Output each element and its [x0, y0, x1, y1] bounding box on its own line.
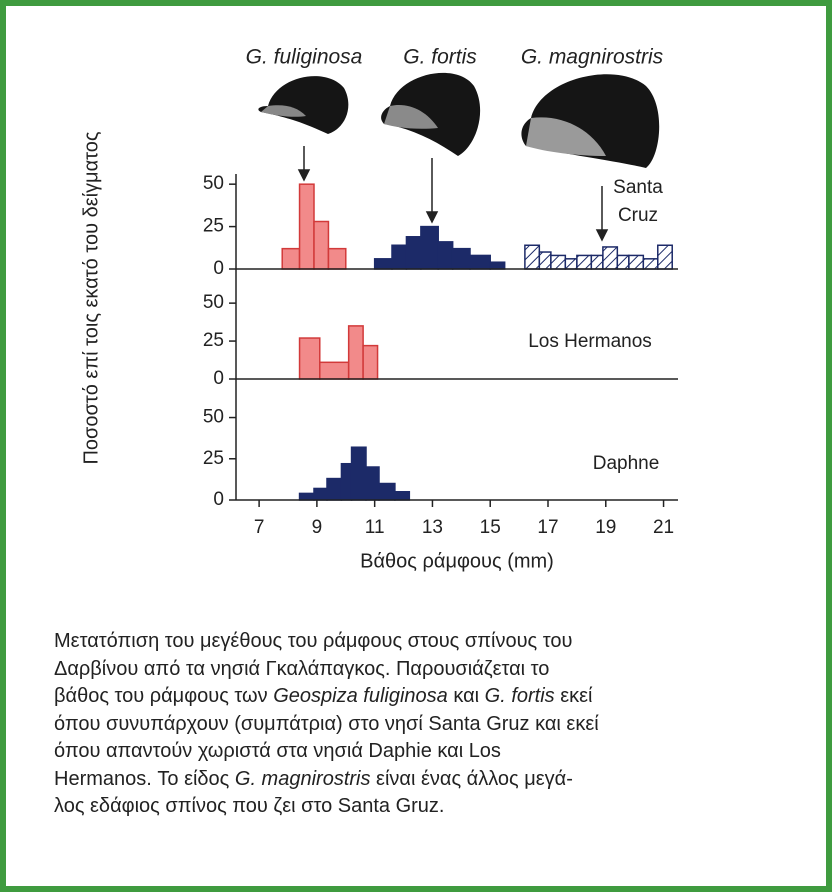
caption-text: Hermanos. Το είδος — [54, 768, 235, 790]
caption-text: Μετατόπιση του μεγέθους του ράμφους στου… — [54, 630, 572, 652]
caption-text: εκεί — [555, 685, 593, 707]
species-label: G. fortis — [403, 46, 477, 69]
bar — [341, 464, 351, 500]
bar — [395, 492, 409, 500]
caption-line: Hermanos. Το είδος G. magnirostris είναι… — [54, 766, 814, 794]
y-tick-label: 0 — [213, 368, 224, 389]
caption-line: βάθος του ράμφους των Geospiza fuliginos… — [54, 683, 814, 711]
y-tick-label: 25 — [203, 216, 224, 237]
x-tick-label: 7 — [254, 517, 265, 538]
caption-text: Δαρβίνου από τα νησιά Γκαλάπαγκος. Παρου… — [54, 658, 549, 680]
caption-line: όπου απαντούν χωριστά στα νησιά Daphie κ… — [54, 738, 814, 766]
y-tick-label: 50 — [203, 292, 224, 313]
caption-text: όπου απαντούν χωριστά στα νησιά Daphie κ… — [54, 740, 501, 762]
bar — [300, 338, 320, 379]
species-label: G. magnirostris — [521, 46, 664, 69]
arrows — [299, 146, 607, 240]
y-tick-label: 25 — [203, 330, 224, 351]
chart: 0 25 50 G. fuliginosa G. fortis G. magnirostr… — [6, 6, 826, 606]
bar — [551, 255, 565, 269]
bar — [643, 259, 657, 269]
bar — [375, 259, 392, 269]
bar — [379, 484, 395, 500]
panel-label: Los Hermanos — [528, 331, 652, 352]
bar — [300, 184, 314, 269]
bar — [300, 493, 314, 500]
bar — [282, 249, 299, 269]
caption-text: λος εδάφιος σπίνος που ζει στο Santa Gru… — [54, 795, 445, 817]
bar — [629, 255, 643, 269]
caption-line: Δαρβίνου από τα νησιά Γκαλάπαγκος. Παρου… — [54, 656, 814, 684]
bar — [438, 242, 452, 269]
bar — [406, 237, 420, 269]
caption-line: λος εδάφιος σπίνος που ζει στο Santa Gru… — [54, 793, 814, 821]
x-tick-label: 9 — [312, 517, 323, 538]
panel-label: Santa — [613, 177, 663, 198]
panel-label: Daphne — [593, 453, 660, 474]
x-tick-label: 19 — [595, 517, 616, 538]
bar — [658, 245, 672, 269]
bar — [603, 247, 617, 269]
species-label: G. fuliginosa — [246, 46, 363, 69]
bar — [392, 245, 406, 269]
caption-line: Μετατόπιση του μεγέθους του ράμφους στου… — [54, 628, 814, 656]
bar — [470, 255, 490, 269]
y-tick-label: 50 — [203, 407, 224, 428]
bar — [421, 227, 438, 269]
x-tick-label: 17 — [537, 517, 558, 538]
bar — [490, 262, 504, 269]
bar — [577, 255, 591, 269]
bar — [314, 222, 328, 270]
caption-text: βάθος του ράμφους των — [54, 685, 273, 707]
y-tick-label: 25 — [203, 448, 224, 469]
y-axis-title: Ποσοστό επί τοις εκατό του δείγματος — [80, 131, 102, 464]
caption-line: όπου συνυπάρχουν (συμπάτρια) στο νησί Sa… — [54, 711, 814, 739]
bar — [539, 252, 551, 269]
bar — [453, 249, 470, 269]
x-tick-label: 11 — [365, 517, 385, 538]
y-tick-label: 50 — [203, 173, 224, 194]
bar — [565, 259, 577, 269]
bar — [617, 255, 629, 269]
caption-text: είναι ένας άλλος μεγά- — [370, 768, 572, 790]
x-tick-label: 15 — [480, 517, 501, 538]
bar — [591, 255, 603, 269]
caption-text: G. magnirostris — [235, 768, 371, 790]
caption-text: Geospiza fuliginosa — [273, 685, 448, 707]
bar — [314, 488, 327, 500]
y-tick-label: 0 — [213, 258, 224, 279]
caption-text: και — [448, 685, 485, 707]
y-tick-label: 0 — [213, 489, 224, 510]
panel-label: Cruz — [618, 205, 658, 226]
bar — [363, 346, 377, 379]
caption-text: G. fortis — [485, 685, 555, 707]
x-axis-title: Βάθος ράμφους (mm) — [360, 550, 554, 572]
x-tick-label: 21 — [653, 517, 674, 538]
bar — [327, 479, 341, 500]
bar — [366, 467, 379, 500]
bar — [320, 362, 349, 379]
page: 0 25 50 G. fuliginosa G. fortis G. magnirostr… — [0, 0, 832, 892]
bar — [352, 447, 366, 500]
bar — [328, 249, 345, 269]
x-tick-label: 13 — [422, 517, 443, 538]
bird-heads — [258, 73, 659, 168]
caption: Μετατόπιση του μεγέθους του ράμφους στου… — [54, 628, 814, 821]
bar — [349, 326, 363, 379]
bar — [525, 245, 539, 269]
caption-text: όπου συνυπάρχουν (συμπάτρια) στο νησί Sa… — [54, 713, 599, 735]
